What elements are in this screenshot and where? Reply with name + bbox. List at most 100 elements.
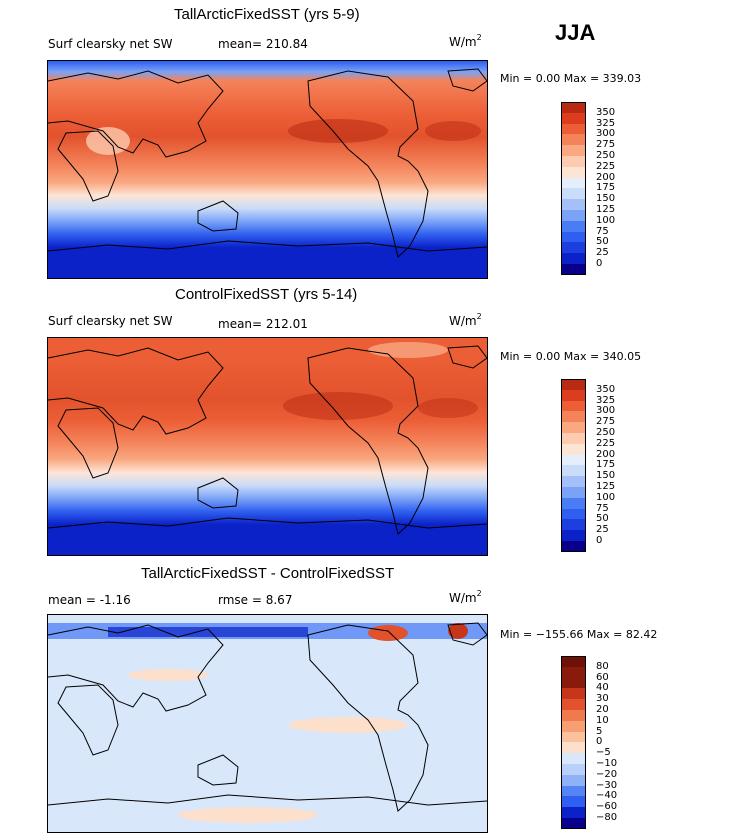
season-label: JJA (555, 20, 596, 45)
panel3-pos-anom-4 (288, 717, 408, 733)
panel1-colorbar-tick: 150 (596, 193, 616, 205)
panel2-colorbar-swatch (561, 541, 586, 553)
panel3-colorbar-swatch (561, 807, 586, 819)
panel2-map-svg (48, 338, 487, 555)
panel1-units-base: W/m (449, 35, 477, 49)
panel3-colorbar-tick: −5 (596, 747, 611, 759)
panel1-colorbar-tick: 25 (596, 247, 609, 259)
panel1-colorbar-tick: 275 (596, 139, 616, 151)
panel1-colorbar-tick: 350 (596, 106, 616, 118)
panel2-colorbar-tick: 75 (596, 502, 609, 514)
panel3-colorbar-swatch (561, 796, 586, 808)
panel3-coastlines (48, 622, 487, 812)
panel1-title: TallArcticFixedSST (yrs 5-9) (174, 6, 360, 23)
panel1-variable: Surf clearsky net SW (48, 37, 173, 51)
panel2-colorbar-tick: 175 (596, 459, 616, 471)
panel2-colorbar-tick: 0 (596, 535, 603, 546)
panel2-colorbar-tick: 50 (596, 513, 609, 525)
panel3-colorbar-swatch (561, 753, 586, 765)
panel2-colorbar-swatch (561, 411, 586, 423)
panel2-colorbar-tick: 100 (596, 491, 616, 503)
panel3-colorbar-swatch (561, 720, 586, 733)
panel3-colorbar-tick: 40 (596, 682, 609, 694)
panel2-mean: mean= 212.01 (218, 317, 308, 331)
panel3-field (48, 615, 487, 832)
panel2-colorbar-tick: 200 (596, 448, 616, 460)
panel3-pos-anom-1 (368, 625, 408, 641)
panel2-units: W/m2 (449, 312, 482, 328)
panel3-map-svg (48, 615, 487, 832)
panel2-colorbar-swatch (561, 389, 586, 402)
panel1-units-exp: 2 (476, 33, 482, 42)
panel1-colorbar-tick: 225 (596, 160, 616, 172)
panel1-map (47, 60, 488, 279)
panel1-colorbar-swatch (561, 145, 586, 157)
panel1-colorbar-swatch (561, 134, 586, 146)
panel2-colorbar-swatch (561, 530, 586, 542)
panel1-colorbar-tick: 300 (596, 128, 616, 140)
panel1-colorbar-swatch (561, 177, 586, 189)
panel3-colorbar-tick: −10 (596, 758, 618, 769)
panel3-colorbar-frame (561, 656, 586, 829)
panel2-colorbar-swatch (561, 422, 586, 434)
panel2-colorbar-tick: 350 (596, 383, 616, 395)
panel3-colorbar-tick: 80 (596, 660, 609, 672)
panel1-colorbar-tick: 50 (596, 236, 609, 248)
panel3-colorbar-swatch (561, 785, 586, 797)
panel1-minmax: Min = 0.00 Max = 339.03 (500, 72, 642, 85)
panel3-mean: mean = -1.16 (48, 593, 131, 607)
panel2-colorbar-swatch (561, 379, 586, 391)
panel3-colorbar-tick: 5 (596, 725, 603, 737)
panel1-colorbar-tick: 325 (596, 117, 616, 129)
panel1-colorbar-swatch (561, 231, 586, 243)
panel3-units-exp: 2 (476, 589, 482, 598)
panel2-colorbar-swatch (561, 497, 586, 510)
panel1-colorbar-tick: 0 (596, 258, 603, 269)
panel2-colorbar-tick: 250 (596, 427, 616, 438)
panel3-colorbar-swatch (561, 699, 586, 711)
panel3-colorbar-tick: −80 (596, 812, 618, 823)
panel2-colorbar-swatch (561, 400, 586, 412)
panel1-colorbar-swatch (561, 166, 586, 179)
panel1-colorbar-swatch (561, 188, 586, 200)
panel3-colorbar-swatch (561, 666, 586, 679)
panel3-units-base: W/m (449, 591, 477, 605)
panel1-colorbar-swatch (561, 242, 586, 254)
panel1-colorbar-swatch (561, 156, 586, 168)
panel1-colorbar-swatch (561, 199, 586, 211)
panel1-colorbar-swatch (561, 102, 586, 114)
panel3-colorbar-swatch (561, 774, 586, 787)
panel2-colorbar-swatch (561, 465, 586, 477)
panel3-colorbar-swatch (561, 710, 586, 722)
panel2-pacific-max (283, 392, 393, 420)
panel3-colorbar-swatch (561, 656, 586, 668)
panel2-title: ControlFixedSST (yrs 5-14) (175, 286, 358, 303)
panel2-atlantic-max (418, 398, 478, 418)
panel3-minmax: Min = −155.66 Max = 82.42 (500, 628, 658, 641)
panel3-pos-anom-3 (128, 669, 208, 681)
panel2-colorbar-swatch (561, 476, 586, 488)
panel2-map (47, 337, 488, 556)
panel1-colorbar-tick: 175 (596, 182, 616, 194)
panel2-colorbar: 350 325 300 275 250 225 200 175 150 125 100 75 50 25 0 (561, 379, 641, 553)
panel1-colorbar-tick: 125 (596, 204, 616, 215)
panel2-units-base: W/m (449, 314, 477, 328)
panel3-colorbar-swatch (561, 742, 586, 754)
panel2-arctic-patch (368, 342, 448, 358)
panel2-variable: Surf clearsky net SW (48, 314, 173, 328)
panel3-colorbar-swatch (561, 764, 586, 776)
panel3-colorbar-tick: 0 (596, 736, 603, 748)
panel2-units-exp: 2 (476, 312, 482, 321)
panel1-colorbar-tick: 75 (596, 225, 609, 237)
panel3-rmse: rmse = 8.67 (218, 593, 293, 607)
panel1-map-svg (48, 61, 487, 278)
panel2-colorbar-swatch (561, 487, 586, 499)
panel2-colorbar-tick: 275 (596, 416, 616, 428)
panel3-title: TallArcticFixedSST - ControlFixedSST (141, 565, 395, 582)
panel3-colorbar: 80 60 40 30 20 10 5 0 −5 −10 −20 −30 −40 −60 −80 (561, 656, 641, 830)
panel3-colorbar-tick: 20 (596, 704, 609, 715)
panel2-colorbar-swatch (561, 454, 586, 466)
panel3-colorbar-tick: −40 (596, 790, 618, 802)
panel1-units: W/m2 (449, 33, 482, 49)
panel1-field (48, 61, 487, 278)
